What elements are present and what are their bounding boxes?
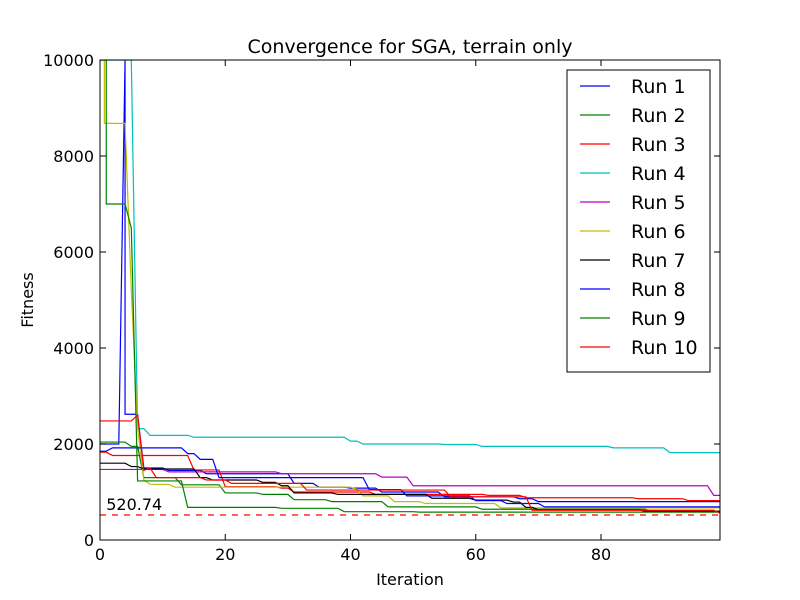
x-tick-label: 40: [340, 545, 360, 564]
y-tick-label: 0: [84, 531, 94, 550]
legend-label-run-8: Run 8: [631, 279, 686, 301]
series-line-run-5: [100, 468, 720, 496]
series-line-run-7: [100, 462, 720, 512]
x-tick-label: 60: [466, 545, 486, 564]
x-axis-label: Iteration: [376, 570, 444, 589]
legend-label-run-1: Run 1: [631, 76, 686, 98]
y-tick-label: 4000: [53, 339, 94, 358]
axes-layer: 0 20 40 60 80 0 2000 4000 6000 8000 10000: [43, 51, 721, 564]
x-tick-label: 0: [95, 545, 105, 564]
series-layer: [100, 60, 720, 514]
series-line-run-6: [100, 60, 720, 509]
series-line-run-3: [100, 451, 720, 502]
legend-label-run-2: Run 2: [631, 105, 686, 127]
x-tick-label: 20: [215, 545, 235, 564]
y-tick-label: 8000: [53, 147, 94, 166]
legend-label-run-9: Run 9: [631, 308, 686, 330]
series-line-run-8: [100, 447, 720, 508]
reference-annotation: 520.74: [106, 495, 162, 514]
legend-box: [566, 69, 711, 373]
y-tick-label: 2000: [53, 435, 94, 454]
legend-label-run-5: Run 5: [631, 192, 686, 214]
series-line-run-4: [100, 60, 720, 454]
legend-label-run-6: Run 6: [631, 221, 686, 243]
y-tick-label: 6000: [53, 243, 94, 262]
y-axis-label: Fitness: [18, 272, 37, 327]
legend-label-run-4: Run 4: [631, 163, 686, 185]
series-line-run-9: [100, 60, 720, 513]
legend-label-run-7: Run 7: [631, 250, 686, 272]
reference-layer: 520.74: [100, 495, 720, 516]
plot-frame: [99, 59, 721, 541]
chart-title: Convergence for SGA, terrain only: [248, 36, 573, 58]
x-tick-label: 80: [591, 545, 611, 564]
legend-label-run-3: Run 3: [631, 134, 686, 156]
legend-label-run-10: Run 10: [631, 337, 698, 359]
y-tick-label: 10000: [43, 51, 94, 70]
legend: Run 1 Run 2 Run 3 Run 4 Run 5 Run 6 Run 7 Run 8…: [566, 69, 711, 373]
series-line-run-10: [100, 413, 720, 514]
series-line-run-2: [100, 441, 720, 512]
